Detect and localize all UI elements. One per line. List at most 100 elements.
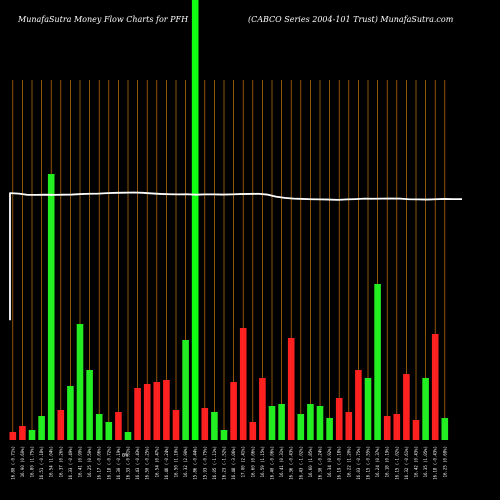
bar — [124, 432, 132, 440]
tick-label: 16.60 (1.85%) — [308, 446, 313, 477]
tick-label: 16.40 (-0.06%) — [270, 446, 275, 480]
bar — [9, 432, 17, 440]
bar — [76, 324, 84, 440]
tick-label: 16.50 (-0.25%) — [145, 446, 150, 480]
bar — [230, 382, 237, 440]
tick-label: 16.23 (-1.52%) — [222, 446, 227, 480]
bar — [239, 328, 247, 440]
tick-label: 16.41 (0.99%) — [78, 446, 83, 477]
tick-label: 16.41 (0.31%) — [279, 446, 284, 477]
bar — [374, 284, 381, 440]
tick-label: 16.17 (-0.06%) — [97, 446, 102, 480]
bar — [355, 370, 362, 440]
bar — [172, 410, 180, 440]
bar — [143, 384, 151, 440]
bar — [163, 380, 170, 440]
tick-label: 16.48 (-3.06%) — [231, 446, 236, 480]
bar — [441, 418, 449, 440]
bar — [345, 412, 353, 440]
tick-label: 16.22 (1.20%) — [346, 446, 351, 477]
money-flow-bars — [9, 0, 449, 440]
tick-label: 16.32 (2.90%) — [183, 446, 188, 477]
tick-label: 16.37 (0.26%) — [58, 446, 63, 477]
x-axis-tick-labels: 16.80 (-0.71%) 16.90 (0.60%) 16.80 (1.75%)… — [10, 446, 447, 480]
bar — [278, 404, 285, 440]
tick-label: 16.19 (-0.18%) — [337, 446, 342, 480]
bar — [211, 412, 218, 440]
bar — [431, 334, 439, 440]
bar — [182, 340, 189, 440]
bar — [422, 378, 429, 440]
bar — [326, 418, 333, 440]
bar — [383, 416, 391, 440]
bar — [220, 430, 228, 440]
tick-label: 16.59 (1.15%) — [260, 446, 265, 477]
bar — [28, 430, 36, 440]
bar — [115, 412, 122, 440]
tick-label: 16.18 (-0.43%) — [433, 446, 438, 480]
tick-label: 16.15 (-0.55%) — [366, 446, 371, 480]
price-line — [9, 191, 462, 321]
tick-label: 16.54 (0.47%) — [154, 446, 159, 477]
tick-label: 16.50 (1.10%) — [174, 446, 179, 477]
tick-label: 16.24 (0.37%) — [375, 446, 380, 477]
tick-label: 16.18 (-0.72%) — [106, 446, 111, 480]
tick-label: 16.80 (-0.71%) — [10, 446, 15, 480]
chart-title-right: (CABCO Series 2004-101 Trust) MunafaSutr… — [248, 15, 454, 24]
bar — [364, 378, 372, 440]
tick-label: 16.43 (-1.02%) — [298, 446, 303, 480]
tick-label: 16.54 (1.04%) — [49, 446, 54, 477]
chart-title-left: MunafaSutra Money Flow Charts for PFH — [17, 15, 189, 24]
bar — [307, 404, 314, 440]
tick-label: 17.00 (2.41%) — [241, 446, 246, 477]
tick-label: 16.33 (-0.49%) — [68, 446, 73, 480]
bar — [268, 406, 276, 440]
bar — [105, 422, 113, 440]
bar — [86, 370, 93, 440]
bar — [403, 374, 410, 440]
tick-label: 15.86 (-0.44%) — [193, 446, 198, 480]
tick-label: 16.03 (-0.75%) — [356, 446, 361, 480]
bar — [67, 386, 74, 440]
tick-label: 16.34 (0.92%) — [327, 446, 332, 477]
bar — [287, 338, 295, 440]
bar — [335, 398, 343, 440]
bar — [57, 410, 65, 440]
price-line-path — [9, 191, 462, 321]
tick-label: 16.15 (-1.02%) — [394, 446, 399, 480]
bar — [134, 388, 141, 440]
bar — [19, 426, 26, 440]
bar — [316, 406, 324, 440]
bar — [297, 414, 305, 440]
extra-axis-label: 0% — [122, 453, 128, 459]
tick-label: 16.32 (-0.61%) — [404, 446, 409, 480]
tick-label: 16.43 (-0.43%) — [135, 446, 140, 480]
bar — [38, 416, 45, 440]
tick-label: 16.60 (0.06%) — [250, 446, 255, 477]
bar — [47, 174, 55, 440]
tick-label: 16.46 (-0.24%) — [164, 446, 169, 480]
bar — [153, 382, 161, 440]
bar-highlight — [191, 0, 199, 440]
tick-label: 16.30 (-0.24%) — [318, 446, 323, 480]
tick-label: 16.90 (0.60%) — [20, 446, 25, 477]
tick-label: 16.36 (-0.43%) — [289, 446, 294, 480]
tick-label: 16.42 (0.43%) — [414, 446, 419, 477]
tick-label: 16.33 (-0.61%) — [126, 446, 131, 480]
tick-label: 16.51 (-0.18%) — [39, 446, 44, 480]
bar — [249, 422, 257, 440]
tick-label: 16.30 (-0.19%) — [116, 446, 121, 480]
tick-label: 16.25 (0.50%) — [87, 446, 92, 477]
bar — [412, 420, 420, 440]
tick-label: 16.18 (0.19%) — [385, 446, 390, 477]
bar — [95, 414, 103, 440]
tick-label: 15.93 (-0.75%) — [202, 446, 207, 480]
tick-label: 16.05 (-1.11%) — [212, 446, 217, 480]
tick-label: 16.35 (1.05%) — [423, 446, 428, 477]
tick-label: 16.25 (0.68%) — [442, 446, 447, 477]
bar — [393, 414, 401, 440]
tick-label: 16.80 (1.75%) — [30, 446, 35, 477]
bar — [259, 378, 266, 440]
bar — [201, 408, 209, 440]
